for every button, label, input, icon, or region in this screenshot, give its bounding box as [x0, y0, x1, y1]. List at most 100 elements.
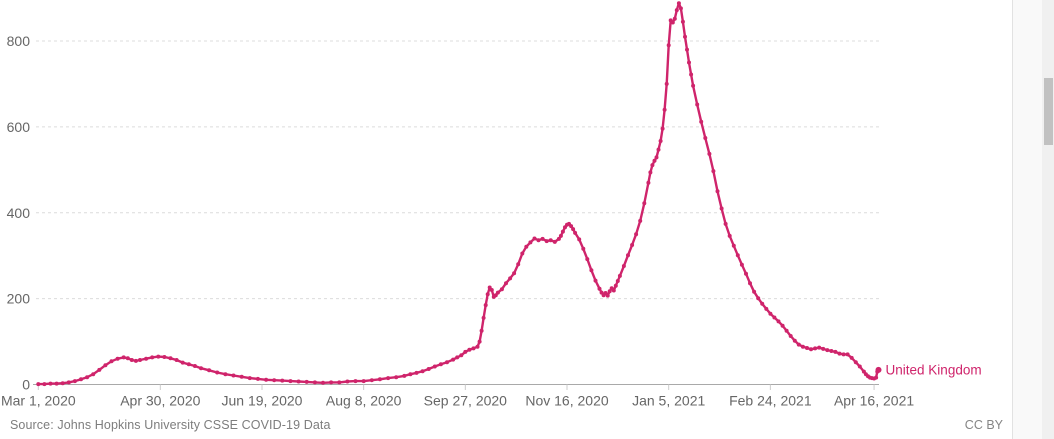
data-point-marker — [687, 60, 691, 65]
data-point-marker — [459, 353, 464, 358]
data-point-marker — [215, 370, 220, 375]
data-point-marker — [121, 355, 126, 360]
data-point-marker — [723, 221, 728, 226]
line-chart-canvas[interactable]: 0 200 400 600 800 Mar 1, 2020 Apr 30, 2020 Jun … — [0, 0, 1013, 412]
data-point-marker — [744, 271, 748, 276]
data-point-marker — [727, 233, 732, 238]
data-point-marker — [528, 240, 533, 245]
data-point-marker — [377, 377, 382, 382]
data-point-marker — [569, 224, 574, 229]
data-point-marker — [91, 372, 96, 377]
data-point-marker — [707, 151, 712, 156]
data-point-marker — [689, 72, 694, 77]
data-point-marker — [788, 334, 793, 338]
data-point-marker — [664, 81, 669, 86]
data-point-marker — [207, 368, 212, 373]
x-tick-label: Jan 5, 2021 — [632, 393, 705, 409]
data-point-marker — [748, 281, 752, 286]
data-point-marker — [817, 345, 822, 350]
data-point-marker — [168, 356, 173, 361]
data-point-marker — [585, 257, 590, 262]
data-point-marker — [432, 364, 437, 369]
data-point-marker — [756, 296, 761, 301]
data-point-marker — [652, 158, 657, 163]
data-point-marker — [672, 16, 677, 21]
data-point-marker — [485, 292, 490, 297]
license-link[interactable]: CC BY — [964, 418, 1003, 432]
data-point-marker — [174, 358, 179, 362]
data-point-marker — [558, 233, 563, 238]
y-tick-label: 600 — [7, 119, 31, 135]
data-point-marker — [414, 370, 419, 375]
data-point-marker — [548, 238, 553, 243]
data-point-marker — [626, 253, 630, 258]
data-point-marker — [60, 381, 65, 386]
data-point-marker — [438, 362, 443, 367]
x-tick-label: Mar 1, 2020 — [1, 393, 76, 409]
data-point-marker — [678, 6, 683, 11]
data-point-marker — [85, 375, 90, 380]
data-point-marker — [577, 237, 582, 242]
data-point-marker — [607, 289, 612, 294]
data-point-marker — [654, 155, 659, 160]
data-point-marker — [495, 290, 500, 295]
scrollbar-track[interactable] — [1042, 0, 1054, 439]
series-line: United Kingdom — [36, 1, 982, 387]
data-point-marker — [666, 43, 671, 48]
data-point-marker — [805, 346, 809, 350]
data-point-marker — [772, 315, 777, 320]
data-point-marker — [312, 380, 317, 385]
data-point-marker — [499, 287, 504, 292]
data-point-marker — [48, 381, 53, 386]
y-axis-labels: 0 200 400 600 800 — [7, 33, 31, 393]
data-point-marker — [463, 349, 468, 354]
data-point-marker — [571, 227, 576, 232]
data-point-marker — [223, 372, 228, 377]
x-tick-label: Jun 19, 2020 — [222, 393, 303, 409]
data-point-marker — [560, 229, 565, 234]
data-point-marker — [79, 377, 83, 382]
data-point-marker — [660, 126, 665, 131]
scrollbar-thumb[interactable] — [1044, 78, 1053, 145]
data-point-marker — [369, 378, 374, 383]
data-point-marker — [634, 232, 639, 237]
data-point-marker — [739, 262, 744, 267]
data-point-marker — [321, 380, 325, 385]
data-point-marker — [630, 243, 635, 247]
data-point-marker — [150, 355, 155, 360]
data-point-marker — [715, 189, 720, 194]
data-point-marker — [97, 367, 102, 372]
page-gutter — [1013, 0, 1042, 439]
data-point-marker — [821, 346, 826, 351]
data-point-marker — [109, 359, 114, 364]
x-tick-label: Nov 16, 2020 — [525, 393, 608, 409]
x-tick-label: Aug 8, 2020 — [326, 393, 402, 409]
x-tick-label: Sep 27, 2020 — [424, 393, 508, 409]
data-point-marker — [683, 34, 687, 39]
data-point-marker — [247, 376, 252, 381]
data-point-marker — [809, 347, 813, 352]
data-point-marker — [304, 379, 309, 384]
data-point-marker — [451, 357, 456, 362]
data-point-marker — [133, 358, 138, 363]
data-point-marker — [54, 381, 59, 386]
data-point-marker — [231, 373, 236, 378]
data-point-marker — [784, 328, 789, 333]
data-point-marker — [524, 244, 529, 249]
data-point-marker — [353, 379, 358, 384]
data-point-marker — [280, 378, 285, 383]
data-point-marker — [255, 376, 260, 381]
data-point-marker — [520, 251, 525, 256]
data-point-marker — [780, 323, 785, 328]
data-point-marker — [479, 328, 484, 333]
data-point-marker — [467, 347, 472, 352]
data-point-marker — [186, 362, 191, 367]
data-point-marker — [874, 375, 879, 380]
data-point-marker — [837, 351, 842, 356]
data-point-marker — [719, 206, 724, 211]
data-point-marker — [156, 354, 161, 359]
data-point-marker — [638, 218, 643, 223]
data-point-marker — [361, 379, 366, 384]
x-axis-ticks: Mar 1, 2020 Apr 30, 2020 Jun 19, 2020 Aug 8… — [1, 384, 914, 409]
data-point-marker — [674, 8, 679, 13]
